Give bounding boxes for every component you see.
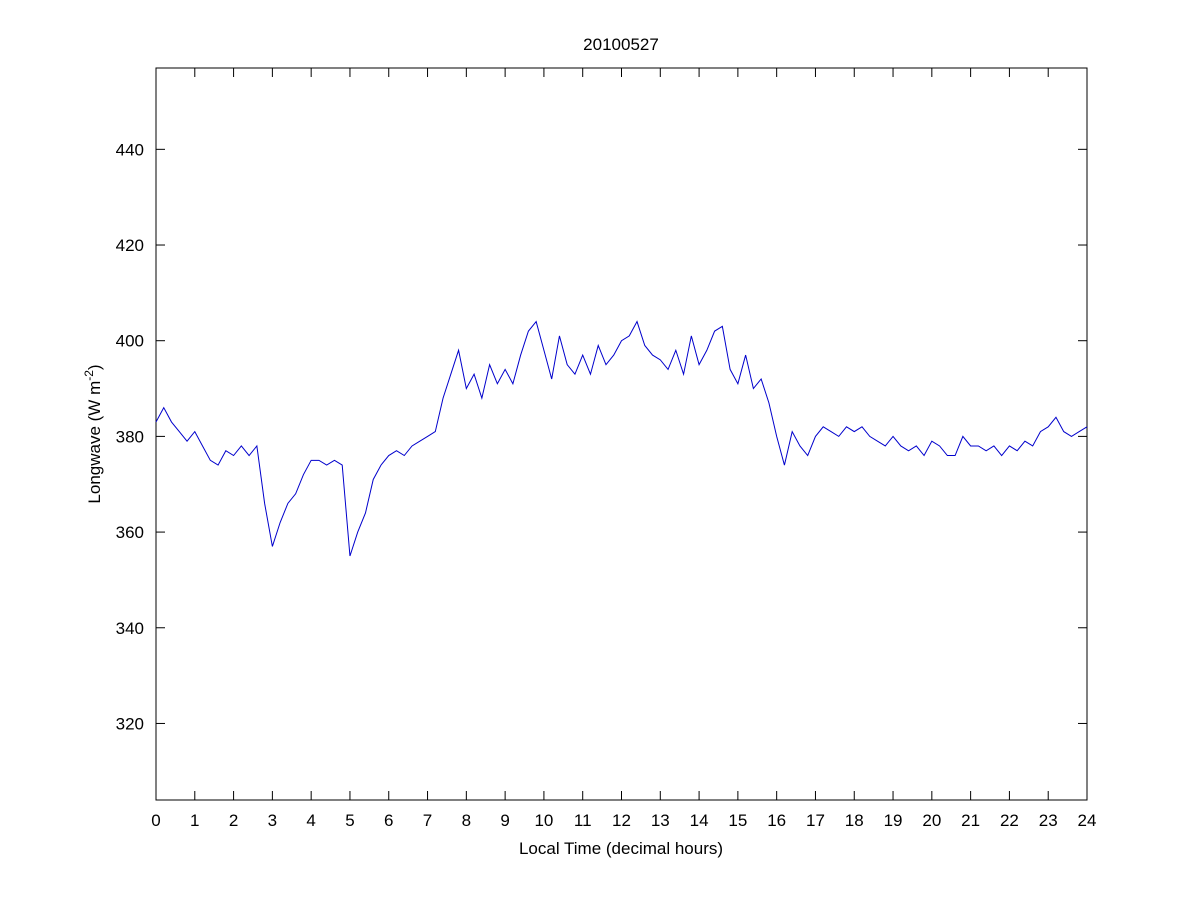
x-tick-label: 1 xyxy=(190,811,199,830)
x-tick-label: 15 xyxy=(728,811,747,830)
x-tick-label: 9 xyxy=(500,811,509,830)
y-tick-label: 320 xyxy=(116,714,144,733)
y-tick-label: 360 xyxy=(116,523,144,542)
x-tick-label: 21 xyxy=(961,811,980,830)
y-tick-label: 340 xyxy=(116,619,144,638)
y-axis-label: Longwave (W m-2) xyxy=(82,364,104,503)
x-axis-label: Local Time (decimal hours) xyxy=(519,839,723,858)
data-line xyxy=(155,320,1088,557)
x-tick-label: 7 xyxy=(423,811,432,830)
x-tick-label: 23 xyxy=(1039,811,1058,830)
y-label-text: Longwave (W m xyxy=(85,381,104,504)
x-tick-label: 19 xyxy=(884,811,903,830)
y-label-superscript: -2 xyxy=(82,370,96,381)
x-tick-label: 18 xyxy=(845,811,864,830)
x-tick-label: 17 xyxy=(806,811,825,830)
x-tick-label: 6 xyxy=(384,811,393,830)
x-tick-label: 12 xyxy=(612,811,631,830)
x-tick-label: 22 xyxy=(1000,811,1019,830)
y-tick-label: 400 xyxy=(116,332,144,351)
plot-area xyxy=(155,67,1088,801)
x-tick-label: 2 xyxy=(229,811,238,830)
y-tick-label: 380 xyxy=(116,427,144,446)
y-label-suffix: ) xyxy=(85,364,104,370)
x-tick-label: 16 xyxy=(767,811,786,830)
y-tick-label: 420 xyxy=(116,236,144,255)
y-tick-label: 440 xyxy=(116,140,144,159)
x-tick-label: 20 xyxy=(922,811,941,830)
x-tick-label: 4 xyxy=(306,811,315,830)
x-tick-label: 14 xyxy=(690,811,709,830)
x-tick-label: 5 xyxy=(345,811,354,830)
x-tick-label: 3 xyxy=(268,811,277,830)
x-tick-label: 8 xyxy=(462,811,471,830)
chart-title: 20100527 xyxy=(583,35,659,54)
x-tick-label: 24 xyxy=(1078,811,1097,830)
x-tick-label: 0 xyxy=(151,811,160,830)
x-tick-label: 10 xyxy=(534,811,553,830)
x-tick-label: 11 xyxy=(574,811,592,830)
x-tick-label: 13 xyxy=(651,811,670,830)
